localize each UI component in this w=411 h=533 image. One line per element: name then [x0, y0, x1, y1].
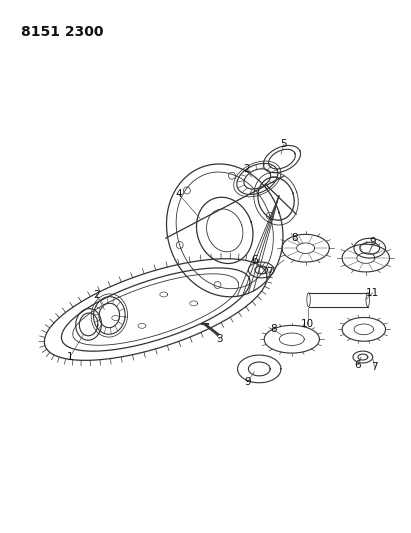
- Text: 11: 11: [366, 288, 379, 298]
- Text: 3: 3: [217, 334, 223, 344]
- Text: 4: 4: [175, 189, 182, 199]
- Text: 2: 2: [93, 290, 100, 300]
- Text: 6: 6: [251, 255, 258, 265]
- Text: 5: 5: [281, 139, 287, 149]
- Text: 6: 6: [355, 360, 361, 370]
- Text: 9: 9: [369, 237, 376, 247]
- Text: 7: 7: [266, 267, 272, 277]
- Text: 8151 2300: 8151 2300: [21, 25, 103, 38]
- Text: 2: 2: [243, 164, 250, 174]
- Text: 10: 10: [301, 319, 314, 329]
- Text: 1: 1: [67, 352, 73, 362]
- Text: 8: 8: [270, 325, 276, 334]
- Text: 7: 7: [372, 362, 378, 372]
- Text: 9: 9: [244, 377, 251, 387]
- Text: 8: 8: [291, 233, 298, 243]
